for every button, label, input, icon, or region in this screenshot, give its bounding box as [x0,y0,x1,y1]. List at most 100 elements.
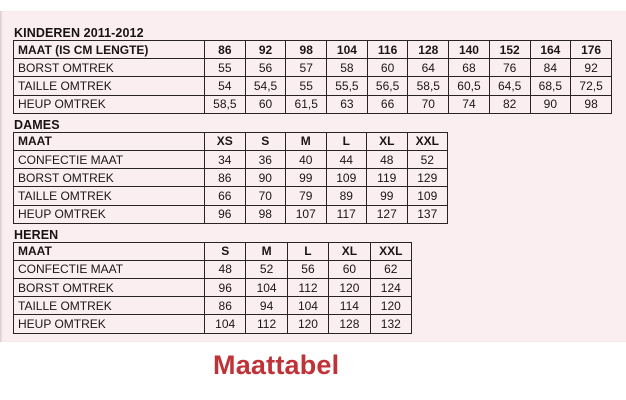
cell-value: 58 [326,58,368,78]
table-row: BORST OMTREK 96 104 112 120 124 [13,278,413,298]
row-label: HEUP OMTREK [13,204,205,224]
cell-value: 56 [286,259,330,280]
row-label: CONFECTIE MAAT [13,149,205,170]
column-header: XL [366,131,408,151]
scan-area: KINDEREN 2011-2012 MAAT (IS CM LENGTE) 86… [0,11,626,342]
table-row: BORST OMTREK 55 56 57 58 60 64 68 76 84 92 [13,58,612,78]
cell-value: 82 [488,94,531,114]
cell-value: 52 [245,259,288,280]
cell-value: 104 [286,296,330,316]
column-header: M [245,241,288,261]
table-row: CONFECTIE MAAT 48 52 56 60 62 [13,259,413,280]
column-header: XL [328,241,371,261]
row-label: CONFECTIE MAAT [13,259,205,280]
cell-value: 68 [448,58,490,78]
table-row: HEUP OMTREK 58,5 60 61,5 63 66 70 74 82 90 98 [13,94,612,114]
section-heren: HEREN MAAT S M L XL XXL CONFECTIE MAAT 48 52 56 60… [13,227,626,334]
header-row: MAAT XS S M L XL XXL [13,131,448,151]
cell-value: 109 [325,168,367,188]
table-row: HEUP OMTREK 96 98 107 117 127 137 [13,204,448,224]
column-header: 116 [366,39,409,60]
size-table-kinderen: MAAT (IS CM LENGTE) 86 92 98 104 116 128 140 152… [13,39,612,114]
cell-value: 112 [245,314,288,334]
section-label-heren: HEREN [14,227,59,242]
cell-value: 120 [286,314,330,334]
cell-value: 66 [204,186,246,206]
row-label: TAILLE OMTREK [13,76,205,96]
size-table-heren: MAAT S M L XL XXL CONFECTIE MAAT 48 52 56 60 62 BORS… [13,241,413,334]
cell-value: 132 [369,314,413,334]
row-label: TAILLE OMTREK [13,186,205,206]
column-header-label: MAAT [13,131,205,151]
header-row: MAAT (IS CM LENGTE) 86 92 98 104 116 128 140 152… [13,39,612,60]
cell-value: 56,5 [366,76,409,96]
column-header: L [286,241,330,261]
cell-value: 96 [204,204,246,224]
cell-value: 74 [448,94,490,114]
cell-value: 117 [325,204,367,224]
column-header: XS [204,131,246,151]
cell-value: 56 [244,58,287,78]
column-header: XXL [406,131,448,151]
cell-value: 89 [325,186,367,206]
row-label: HEUP OMTREK [13,94,205,114]
cell-value: 92 [570,58,612,78]
cell-value: 36 [244,149,286,170]
cell-value: 129 [406,168,448,188]
cell-value: 55 [285,76,328,96]
cell-value: 40 [285,149,327,170]
cell-value: 86 [204,168,246,188]
cell-value: 52 [406,149,448,170]
row-label: TAILLE OMTREK [13,296,205,316]
table-row: TAILLE OMTREK 86 94 104 114 120 [13,296,413,316]
row-label: BORST OMTREK [13,58,205,78]
cell-value: 55,5 [326,76,368,96]
cell-value: 66 [366,94,409,114]
cell-value: 86 [203,296,247,316]
column-header: 104 [326,39,368,60]
cell-value: 96 [203,278,247,298]
cell-value: 72,5 [570,76,612,96]
cell-value: 124 [369,278,413,298]
cell-value: 54,5 [244,76,287,96]
column-header: 98 [285,39,328,60]
cell-value: 98 [244,204,286,224]
cell-value: 70 [244,186,286,206]
row-label: BORST OMTREK [13,278,205,298]
cell-value: 60,5 [448,76,490,96]
cell-value: 63 [326,94,368,114]
cell-value: 58,5 [407,76,450,96]
column-header: 164 [529,39,572,60]
section-kinderen: KINDEREN 2011-2012 MAAT (IS CM LENGTE) 86… [13,27,626,114]
cell-value: 60 [366,58,409,78]
cell-value: 98 [570,94,612,114]
page-title: Maattabel [213,350,340,380]
column-header: 152 [488,39,531,60]
column-header: 176 [570,39,612,60]
cell-value: 99 [285,168,327,188]
cell-value: 58,5 [204,94,246,114]
cell-value: 44 [325,149,367,170]
column-header: S [244,131,286,151]
table-row: CONFECTIE MAAT 34 36 40 44 48 52 [13,149,448,170]
cell-value: 34 [204,149,246,170]
column-header: 140 [448,39,490,60]
cell-value: 90 [244,168,286,188]
cell-value: 76 [488,58,531,78]
cell-value: 104 [245,278,288,298]
column-header: 92 [244,39,287,60]
cell-value: 112 [286,278,330,298]
column-header: XXL [369,241,413,261]
cell-value: 64 [407,58,450,78]
cell-value: 127 [366,204,408,224]
size-table-dames: MAAT XS S M L XL XXL CONFECTIE MAAT 34 36 40 44 48 52… [13,131,448,224]
column-header-label: MAAT [13,241,205,261]
cell-value: 61,5 [285,94,328,114]
cell-value: 90 [529,94,572,114]
column-header-label: MAAT (IS CM LENGTE) [13,39,205,60]
row-label: HEUP OMTREK [13,314,205,334]
section-label-kinderen: KINDEREN 2011-2012 [14,26,144,40]
cell-value: 94 [245,296,288,316]
cell-value: 99 [366,186,408,206]
